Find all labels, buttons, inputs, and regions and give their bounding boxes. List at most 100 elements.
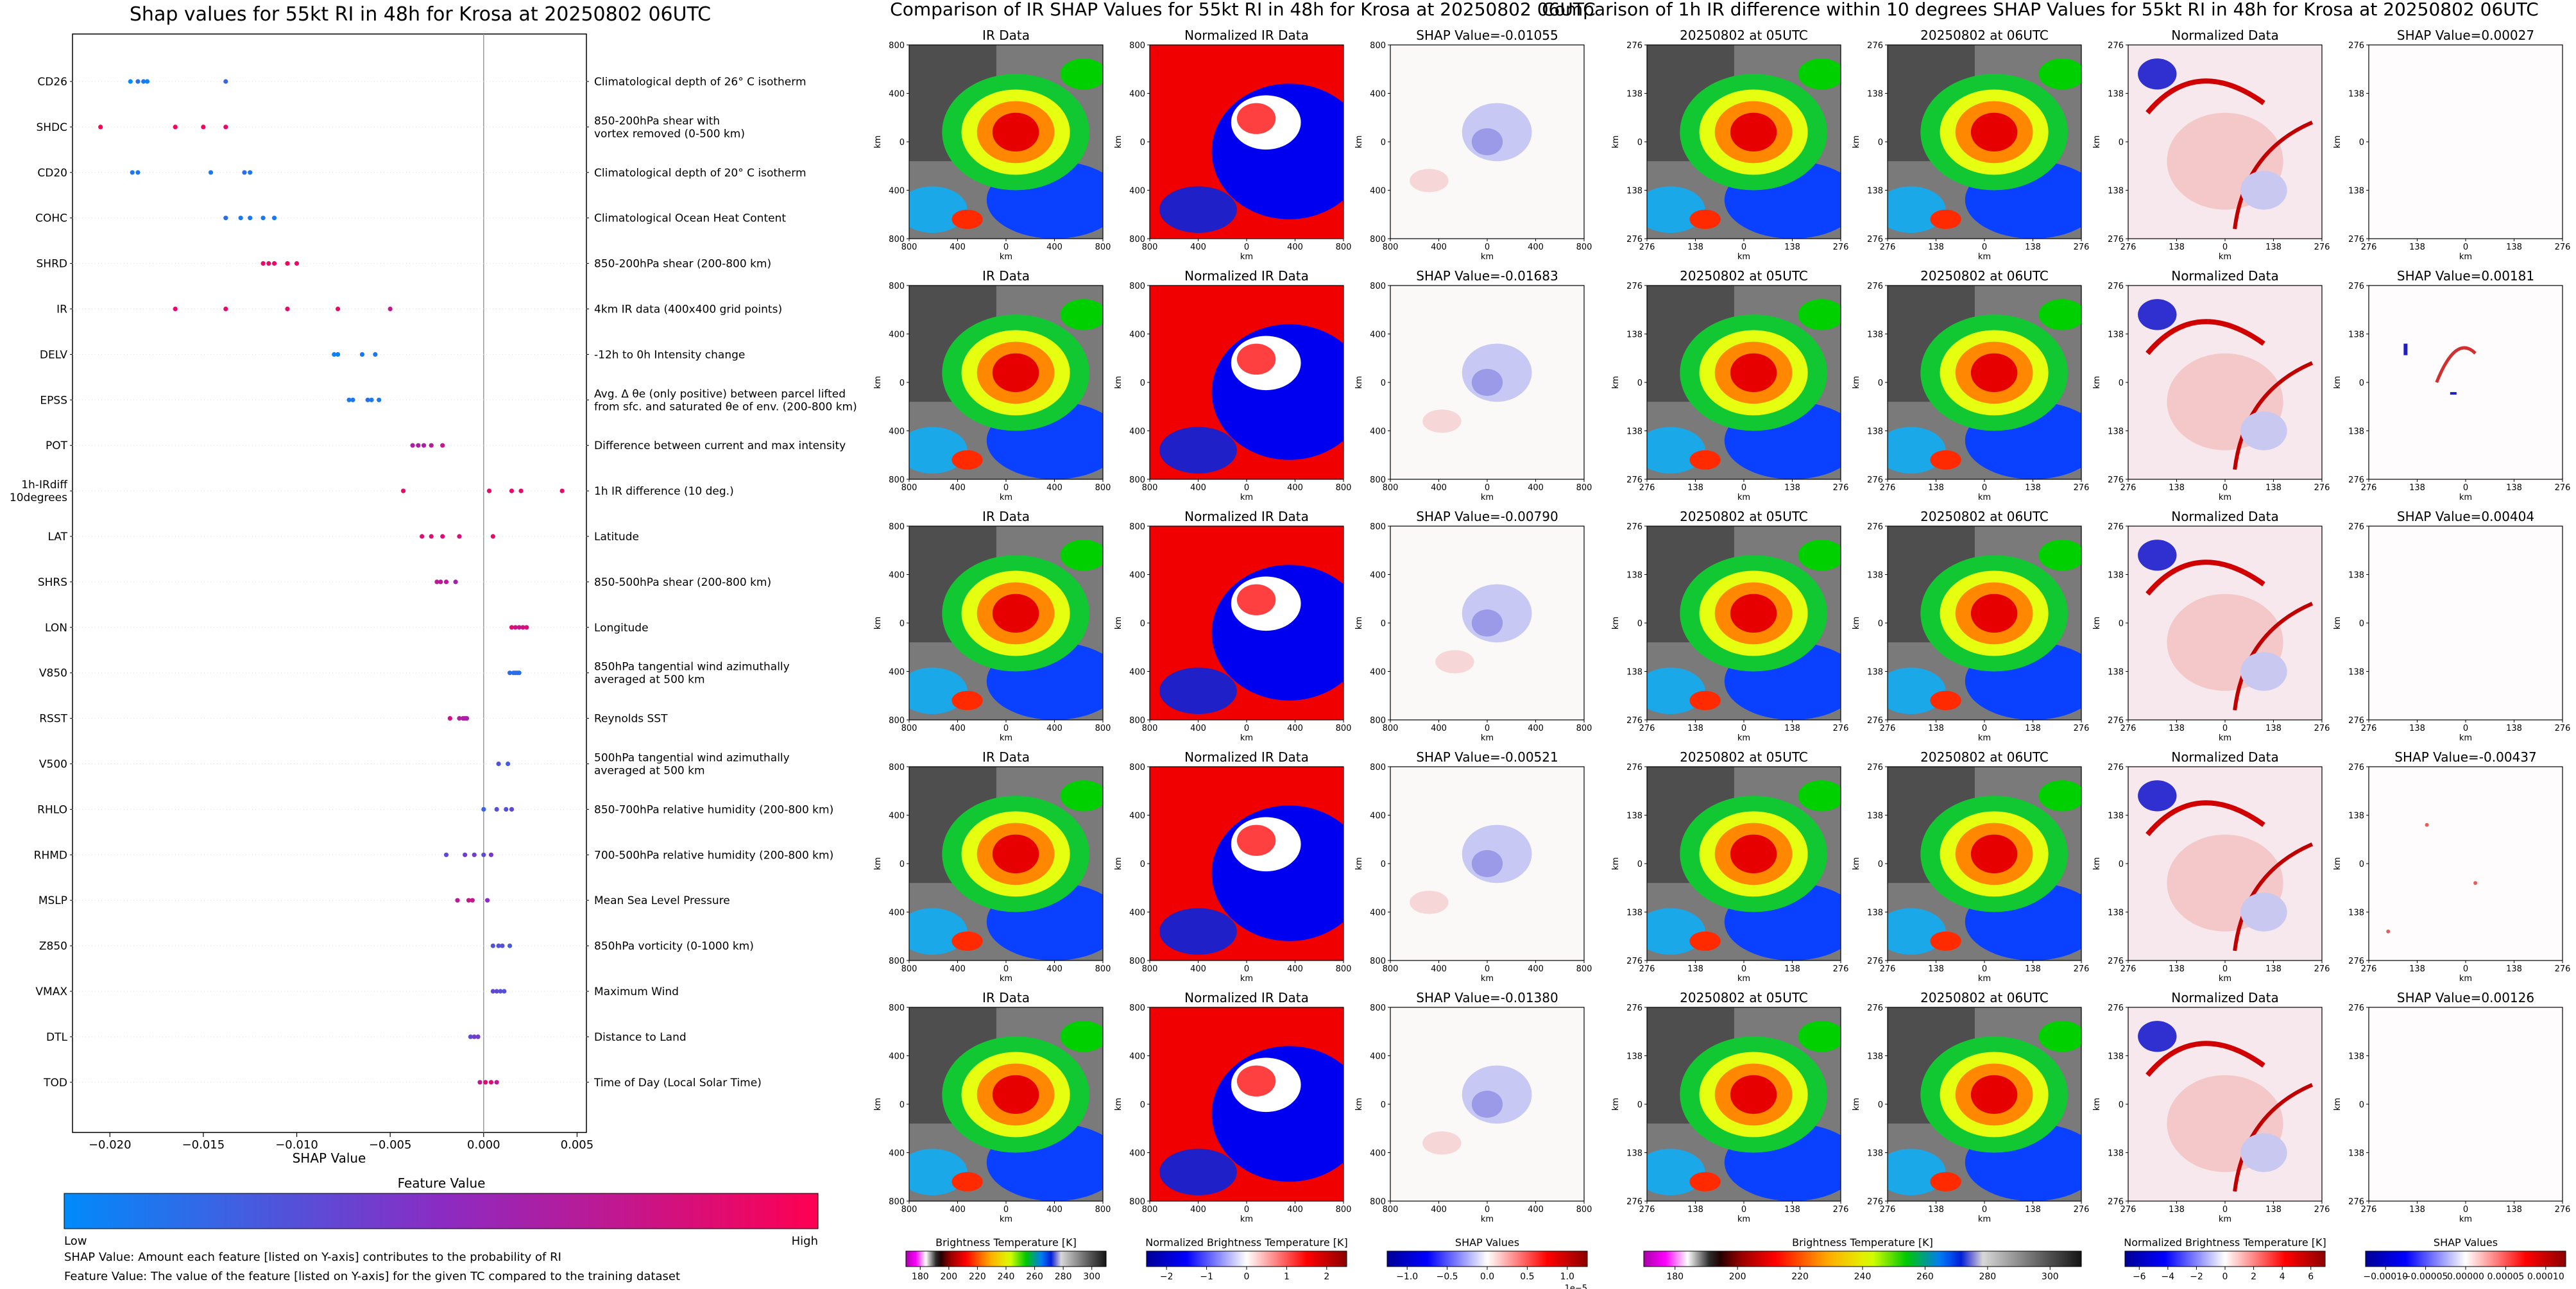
colorbar (905, 1251, 1107, 1267)
axis-tick-label: 276 (1867, 235, 1883, 244)
colorbar-tick-label: 180 (912, 1272, 929, 1282)
axis-tick-label: 800 (1336, 964, 1352, 974)
axis-tick-label: 0 (2463, 964, 2468, 974)
subplot-title: 20250802 at 06UTC (1920, 749, 2049, 765)
feature-tick-label: MSLP (38, 894, 67, 907)
axis-tick-label: 138 (2108, 812, 2124, 821)
y-axis-label: km (1354, 857, 1364, 870)
axis-tick-label: 0 (1244, 964, 1249, 974)
axis-tick-label: 0 (2119, 860, 2124, 869)
colorbar-tick-label: 200 (1729, 1272, 1746, 1282)
colorbar-tick-label: 6 (2308, 1272, 2314, 1282)
heatmap-image (1390, 45, 1584, 239)
shap-point (141, 79, 146, 84)
y-axis-label: km (1852, 135, 1861, 148)
axis-tick-label: 0 (1982, 243, 1987, 252)
colorbar-tick-label: 0 (2222, 1272, 2228, 1282)
axis-tick-label: 0 (1003, 243, 1009, 252)
axis-tick-label: 276 (2348, 763, 2364, 773)
axis-tick-label: 0 (2359, 1100, 2364, 1110)
axis-tick-label: 0 (1244, 1205, 1249, 1215)
shap-point (494, 1080, 499, 1085)
shap-point (447, 716, 452, 721)
subplot-title: SHAP Value=-0.00790 (1416, 509, 1558, 524)
heatmap-image (1888, 45, 2081, 239)
heatmap-image (1150, 1007, 1343, 1201)
axis-tick-label: 400 (1287, 1205, 1303, 1215)
axis-tick-label: 800 (1129, 522, 1145, 532)
subplot-title: 20250802 at 05UTC (1680, 509, 1808, 524)
axis-tick-label: 138 (2348, 668, 2364, 678)
shap-point (488, 852, 494, 857)
axis-tick-label: 400 (1528, 724, 1544, 733)
axis-tick-label: 400 (1129, 187, 1145, 196)
axis-tick-label: 400 (1370, 427, 1386, 437)
feature-tick-label: VMAX (35, 986, 67, 998)
axis-tick-label: 276 (1639, 1205, 1655, 1215)
axis-tick-label: 0 (1140, 138, 1145, 148)
shap-point (135, 170, 141, 175)
x-axis-label: km (1481, 733, 1494, 743)
axis-tick-label: 276 (2108, 282, 2124, 291)
subplot-title: SHAP Value=-0.01055 (1416, 28, 1558, 43)
axis-tick-label: 400 (1129, 330, 1145, 340)
axis-tick-label: 138 (2506, 1205, 2522, 1215)
shap-point (332, 352, 337, 357)
feature-description: 1h IR difference (10 deg.) (594, 485, 734, 498)
shap-point (429, 534, 434, 539)
axis-tick-label: 0 (2119, 138, 2124, 148)
feature-description: -12h to 0h Intensity change (594, 348, 745, 361)
axis-tick-label: 138 (2409, 1205, 2425, 1215)
irdiff-grid-subplot: SHAP Value=0.00027 276 138 0 138 276 km 276 138 0… (2333, 28, 2570, 262)
shap-point (238, 216, 243, 221)
axis-tick-label: 0 (2463, 483, 2468, 493)
shap-point (400, 488, 406, 493)
axis-tick-label: 800 (901, 964, 917, 974)
y-axis-label: km (2333, 617, 2342, 629)
axis-tick-label: 400 (1528, 243, 1544, 252)
x-tick-label: −0.005 (369, 1138, 412, 1152)
axis-tick-label: 276 (1833, 964, 1849, 974)
shap-point (410, 443, 415, 448)
shap-point (494, 989, 499, 994)
subplot-title: IR Data (982, 749, 1030, 765)
feature-description: Climatological Ocean Heat Content (594, 212, 786, 225)
axis-tick-label: 138 (2265, 724, 2282, 733)
colorbar-tick-label: 0.00000 (2447, 1272, 2484, 1282)
colorbar-tick-label: 0.5 (1520, 1272, 1534, 1282)
shap-point (128, 79, 133, 84)
axis-tick-label: 276 (2555, 1205, 2571, 1215)
axis-tick-label: 276 (2348, 716, 2364, 726)
axis-tick-label: 0 (2222, 724, 2228, 733)
shap-point (388, 306, 393, 312)
axis-tick-label: 400 (1431, 243, 1447, 252)
axis-tick-label: 400 (889, 571, 905, 581)
feature-tick-label: RHLO (37, 803, 67, 816)
subplot-title: Normalized IR Data (1184, 268, 1309, 284)
axis-tick-label: 276 (2074, 483, 2090, 493)
feature-colorbar-title: Feature Value (398, 1175, 486, 1191)
axis-tick-label: 276 (2120, 1205, 2137, 1215)
feature-description: Longitude (594, 622, 649, 635)
x-axis-label: km (1481, 252, 1494, 262)
x-axis-label: km (1737, 252, 1750, 262)
irdiff-grid-subplot: 20250802 at 05UTC 276 138 0 138 276 km 276 138 0 1… (1611, 268, 1848, 502)
shap-point (490, 989, 495, 994)
y-axis-label: km (2092, 376, 2102, 389)
y-axis-label: km (1114, 376, 1123, 389)
colorbar-tick-label: 180 (1666, 1272, 1684, 1282)
shap-point (223, 124, 228, 130)
shap-point (559, 488, 565, 493)
axis-tick-label: 138 (1626, 571, 1642, 581)
shap-point (285, 306, 290, 312)
axis-tick-label: 800 (1370, 1197, 1386, 1207)
feature-description: 850hPa vorticity (0-1000 km) (594, 940, 754, 953)
axis-tick-label: 0 (2359, 379, 2364, 388)
axis-tick-label: 276 (2120, 483, 2137, 493)
axis-tick-label: 138 (2506, 724, 2522, 733)
feature-description: 850hPa tangential wind azimuthally (594, 661, 790, 674)
axis-tick-label: 800 (889, 475, 905, 485)
feature-tick-label: LON (45, 622, 67, 635)
y-axis-label: km (873, 135, 883, 148)
irdiff-shap-grid-panel: Comparison of 1h IR difference within 10… (1542, 0, 2570, 1282)
